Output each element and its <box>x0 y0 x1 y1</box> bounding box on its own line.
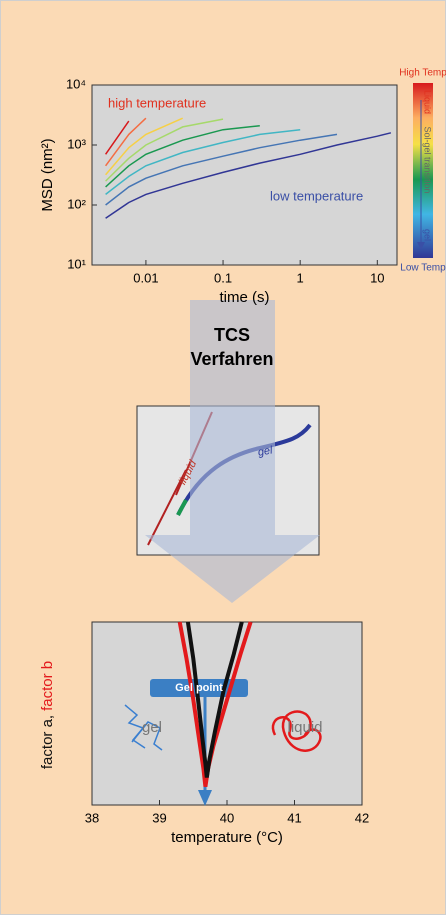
y-axis-label: factor a, factor b <box>39 661 56 769</box>
plot-area-1 <box>91 84 398 266</box>
colorbar-top: High Temp <box>399 68 446 79</box>
gel-network-icon <box>124 704 163 751</box>
x-tick-label: 0.01 <box>133 270 158 285</box>
liquid-polymer-icon <box>271 710 322 752</box>
colorbar-bottom: Low Temp <box>400 263 446 274</box>
series-line <box>104 120 130 155</box>
series-line <box>105 118 224 182</box>
y-tick-label: 10² <box>67 196 86 211</box>
series-line <box>105 128 301 195</box>
annotation: low temperature <box>270 188 363 203</box>
y-tick-label: 10⁴ <box>66 76 86 91</box>
y-axis-label-part: factor a, <box>39 715 56 769</box>
x-tick-label: 0.1 <box>214 270 232 285</box>
annotation: liquid <box>287 719 322 736</box>
plot-area-2 <box>91 621 363 806</box>
x-tick-label: 40 <box>220 810 234 825</box>
colorbar-label: Sol-gel transition <box>423 126 433 193</box>
series-line <box>104 117 147 167</box>
colorbar-label: gel <box>423 229 433 241</box>
y-axis-label: MSD (nm²) <box>39 138 56 211</box>
x-tick-label: 42 <box>355 810 369 825</box>
process-arrow <box>145 300 320 603</box>
colorbar-arrowhead <box>417 242 425 250</box>
annotation: gel <box>142 719 162 736</box>
x-tick-label: 10 <box>370 270 384 285</box>
series-line <box>105 124 260 188</box>
annotation: high temperature <box>108 95 206 110</box>
inset-transition <box>176 499 188 516</box>
x-tick-label: 41 <box>287 810 301 825</box>
inset-label: gel <box>257 444 274 458</box>
series-line <box>105 132 392 219</box>
process-title: TCS <box>214 325 250 345</box>
process-title: Verfahren <box>190 349 273 369</box>
x-tick-label: 1 <box>297 270 304 285</box>
x-axis-label: temperature (°C) <box>171 829 283 846</box>
x-axis-label: time (s) <box>220 289 270 306</box>
series-line <box>185 621 244 778</box>
colorbar-label: Liquid <box>423 90 433 114</box>
gel-point-arrowhead <box>198 790 212 806</box>
y-tick-label: 10³ <box>67 136 86 151</box>
y-tick-label: 10¹ <box>67 256 86 271</box>
series-line <box>105 133 338 206</box>
x-tick-label: 39 <box>152 810 166 825</box>
colorbar <box>413 83 433 258</box>
y-axis-label-part: factor b <box>39 661 56 711</box>
series-line <box>177 621 253 787</box>
x-tick-label: 38 <box>85 810 99 825</box>
annotation: Gel point <box>175 682 223 694</box>
series-line <box>105 117 184 176</box>
